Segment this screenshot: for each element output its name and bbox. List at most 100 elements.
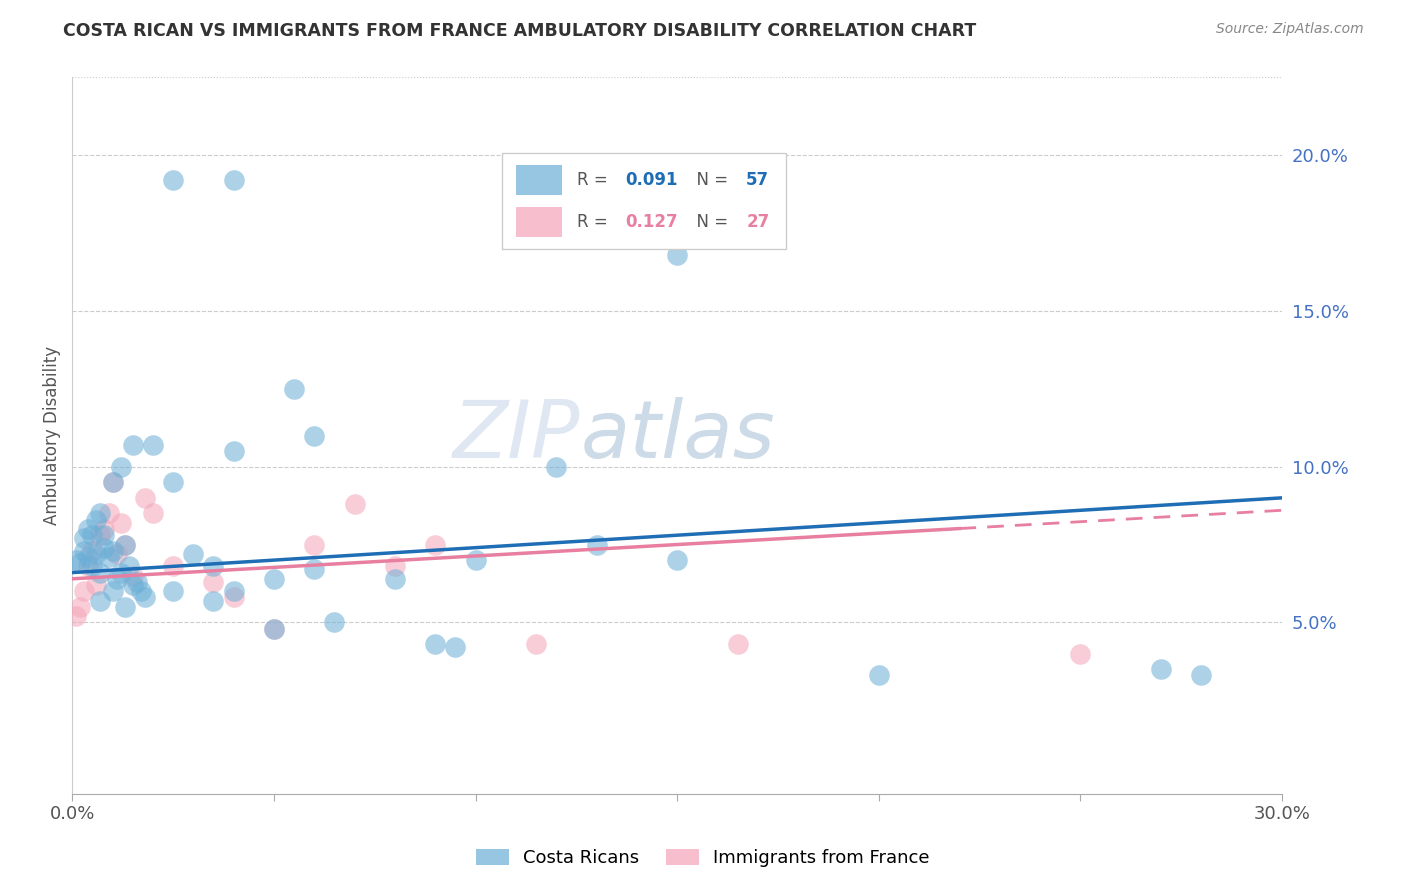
Point: [283, 382, 305, 396]
Point: [114, 537, 136, 551]
Text: 27: 27: [747, 213, 769, 231]
Text: 57: 57: [747, 170, 769, 189]
Y-axis label: Ambulatory Disability: Ambulatory Disability: [44, 346, 60, 525]
Point: [302, 428, 325, 442]
Point: [666, 248, 689, 262]
Point: [89, 507, 111, 521]
Point: [727, 637, 749, 651]
Text: R =: R =: [576, 170, 613, 189]
Text: 0.091: 0.091: [626, 170, 678, 189]
Point: [82, 559, 104, 574]
Point: [82, 528, 104, 542]
FancyBboxPatch shape: [516, 165, 562, 194]
Point: [142, 507, 165, 521]
Point: [69, 556, 91, 570]
Point: [86, 578, 108, 592]
Text: R =: R =: [576, 213, 613, 231]
Point: [89, 593, 111, 607]
Point: [222, 584, 245, 599]
Point: [263, 572, 285, 586]
Point: [97, 507, 120, 521]
Point: [86, 547, 108, 561]
Point: [118, 559, 141, 574]
Point: [93, 522, 115, 536]
Point: [546, 459, 568, 474]
Legend: Costa Ricans, Immigrants from France: Costa Ricans, Immigrants from France: [470, 841, 936, 874]
Point: [302, 537, 325, 551]
Text: N =: N =: [686, 170, 733, 189]
Point: [202, 593, 225, 607]
Text: COSTA RICAN VS IMMIGRANTS FROM FRANCE AMBULATORY DISABILITY CORRELATION CHART: COSTA RICAN VS IMMIGRANTS FROM FRANCE AM…: [63, 22, 977, 40]
Point: [162, 475, 184, 490]
Point: [86, 513, 108, 527]
FancyBboxPatch shape: [516, 207, 562, 237]
Point: [101, 584, 124, 599]
Point: [323, 615, 346, 630]
Point: [524, 637, 547, 651]
Point: [222, 591, 245, 605]
Point: [1150, 662, 1173, 676]
Point: [202, 574, 225, 589]
Point: [202, 559, 225, 574]
Point: [129, 584, 152, 599]
Point: [585, 537, 607, 551]
Point: [125, 574, 148, 589]
Point: [89, 528, 111, 542]
Point: [97, 549, 120, 564]
Text: Source: ZipAtlas.com: Source: ZipAtlas.com: [1216, 22, 1364, 37]
Point: [384, 559, 406, 574]
Text: ZIP: ZIP: [453, 397, 581, 475]
Point: [77, 549, 100, 564]
Point: [121, 568, 143, 582]
Point: [222, 444, 245, 458]
Point: [162, 559, 184, 574]
Text: atlas: atlas: [581, 397, 775, 475]
Point: [134, 491, 156, 505]
Point: [105, 547, 128, 561]
Point: [425, 537, 447, 551]
Point: [114, 537, 136, 551]
Point: [263, 622, 285, 636]
Point: [77, 559, 100, 574]
Point: [121, 578, 143, 592]
Point: [302, 562, 325, 576]
Point: [65, 553, 87, 567]
Point: [343, 497, 366, 511]
Point: [93, 541, 115, 555]
Point: [142, 438, 165, 452]
Point: [263, 622, 285, 636]
FancyBboxPatch shape: [502, 153, 786, 250]
Point: [666, 553, 689, 567]
Point: [464, 553, 486, 567]
Point: [69, 599, 91, 614]
Point: [134, 591, 156, 605]
Point: [101, 475, 124, 490]
Point: [101, 475, 124, 490]
Point: [121, 438, 143, 452]
Point: [82, 543, 104, 558]
Point: [105, 572, 128, 586]
Point: [65, 609, 87, 624]
Point: [222, 173, 245, 187]
Text: N =: N =: [686, 213, 733, 231]
Point: [73, 543, 96, 558]
Point: [162, 173, 184, 187]
Point: [162, 584, 184, 599]
Point: [73, 584, 96, 599]
Point: [181, 547, 204, 561]
Point: [101, 543, 124, 558]
Point: [110, 566, 132, 580]
Point: [384, 572, 406, 586]
Point: [868, 668, 890, 682]
Point: [114, 599, 136, 614]
Point: [444, 640, 467, 655]
Point: [110, 459, 132, 474]
Point: [1191, 668, 1213, 682]
Point: [1069, 647, 1091, 661]
Point: [73, 531, 96, 545]
Point: [110, 516, 132, 530]
Point: [89, 566, 111, 580]
Point: [425, 637, 447, 651]
Point: [93, 528, 115, 542]
Point: [77, 522, 100, 536]
